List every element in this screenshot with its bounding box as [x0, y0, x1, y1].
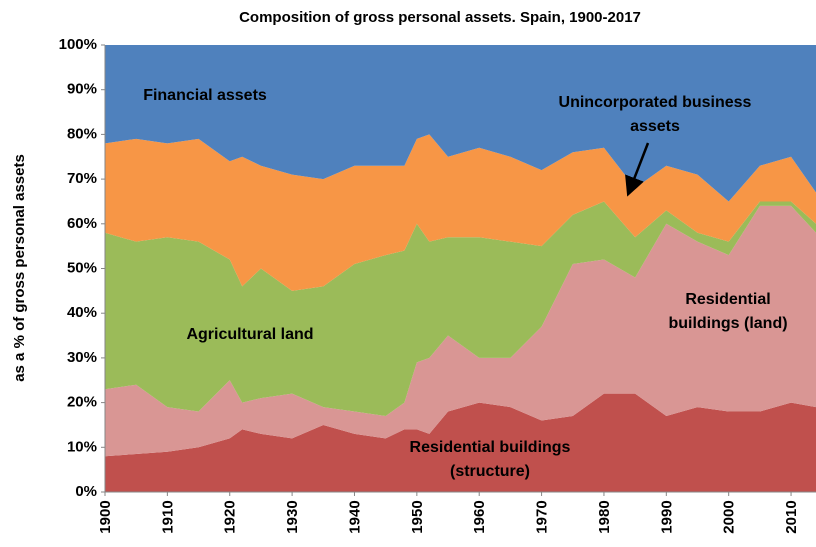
- x-tick-label: 1990: [658, 500, 675, 533]
- x-tick-label: 1940: [346, 500, 363, 533]
- x-tick-label: 2010: [783, 500, 800, 533]
- area: [105, 201, 816, 417]
- x-tick-label: 1980: [596, 500, 613, 533]
- area: [105, 205, 816, 457]
- y-tick-label: 10%: [67, 438, 97, 455]
- y-tick-label: 60%: [67, 215, 97, 232]
- label-agricultural: Agricultural land: [186, 326, 314, 343]
- x-tick-label: 1960: [471, 500, 488, 533]
- y-tick-label: 0%: [75, 483, 97, 500]
- y-tick-label: 20%: [67, 394, 97, 411]
- y-tick-label: 90%: [67, 81, 97, 98]
- x-tick-label: 2000: [721, 500, 738, 533]
- y-tick-label: 30%: [67, 349, 97, 366]
- label-unincorporated: Unincorporated business assets: [558, 94, 752, 135]
- x-tick-label: 1950: [409, 500, 426, 533]
- area: [105, 45, 816, 202]
- x-tick-label: 1900: [97, 500, 114, 533]
- y-tick-label: 70%: [67, 170, 97, 187]
- y-tick-label: 100%: [59, 36, 97, 53]
- y-axis-label: as a % of gross personal assets: [11, 154, 28, 382]
- label-financial: Financial assets: [143, 87, 267, 104]
- area: [105, 393, 816, 492]
- chart-title: Composition of gross personal assets. Sp…: [239, 9, 641, 26]
- x-tick-label: 1920: [222, 500, 239, 533]
- y-tick-label: 50%: [67, 259, 97, 276]
- x-tick-label: 1970: [534, 500, 551, 533]
- label-res-structure: Residential buildings (structure): [409, 439, 571, 480]
- y-tick-label: 80%: [67, 125, 97, 142]
- y-tick-label: 40%: [67, 304, 97, 321]
- label-res-land: Residential buildings (land): [668, 291, 788, 332]
- x-tick-label: 1930: [284, 500, 301, 533]
- annotation-arrow: [625, 142, 650, 197]
- area: [105, 134, 816, 291]
- x-tick-label: 1910: [159, 500, 176, 533]
